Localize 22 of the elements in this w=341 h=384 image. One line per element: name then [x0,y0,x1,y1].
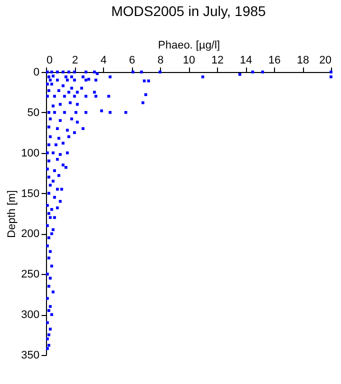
x-tick-label: 16 [268,54,281,66]
x-tick-label: 20 [319,54,332,66]
chart-title: MODS2005 in July, 1985 [111,3,266,19]
y-tick-label: 200 [21,228,40,240]
y-tick-label: 0 [33,66,40,78]
y-tick-label: 250 [21,268,40,281]
x-tick-label: 10 [182,54,196,66]
y-tick-label: 350 [21,350,40,362]
y-tick-label: 300 [21,309,40,322]
x-tick-label: 2 [72,54,78,66]
x-tick-label: 8 [157,54,164,66]
x-tick-label: 14 [240,54,252,66]
x-tick-label: 4 [100,54,107,66]
x-axis-title: Phaeo. [µg/l] [158,40,220,52]
y-tick-label: 150 [21,188,40,200]
y-tick-label: 50 [27,106,40,119]
x-tick-label: 18 [296,54,310,66]
x-tick-label: 6 [128,54,136,66]
x-tick-label: 12 [211,54,224,66]
y-axis-title: Depth [m] [6,190,18,238]
y-tick-label: 100 [21,147,40,160]
x-tick-label: 0 [46,54,53,66]
